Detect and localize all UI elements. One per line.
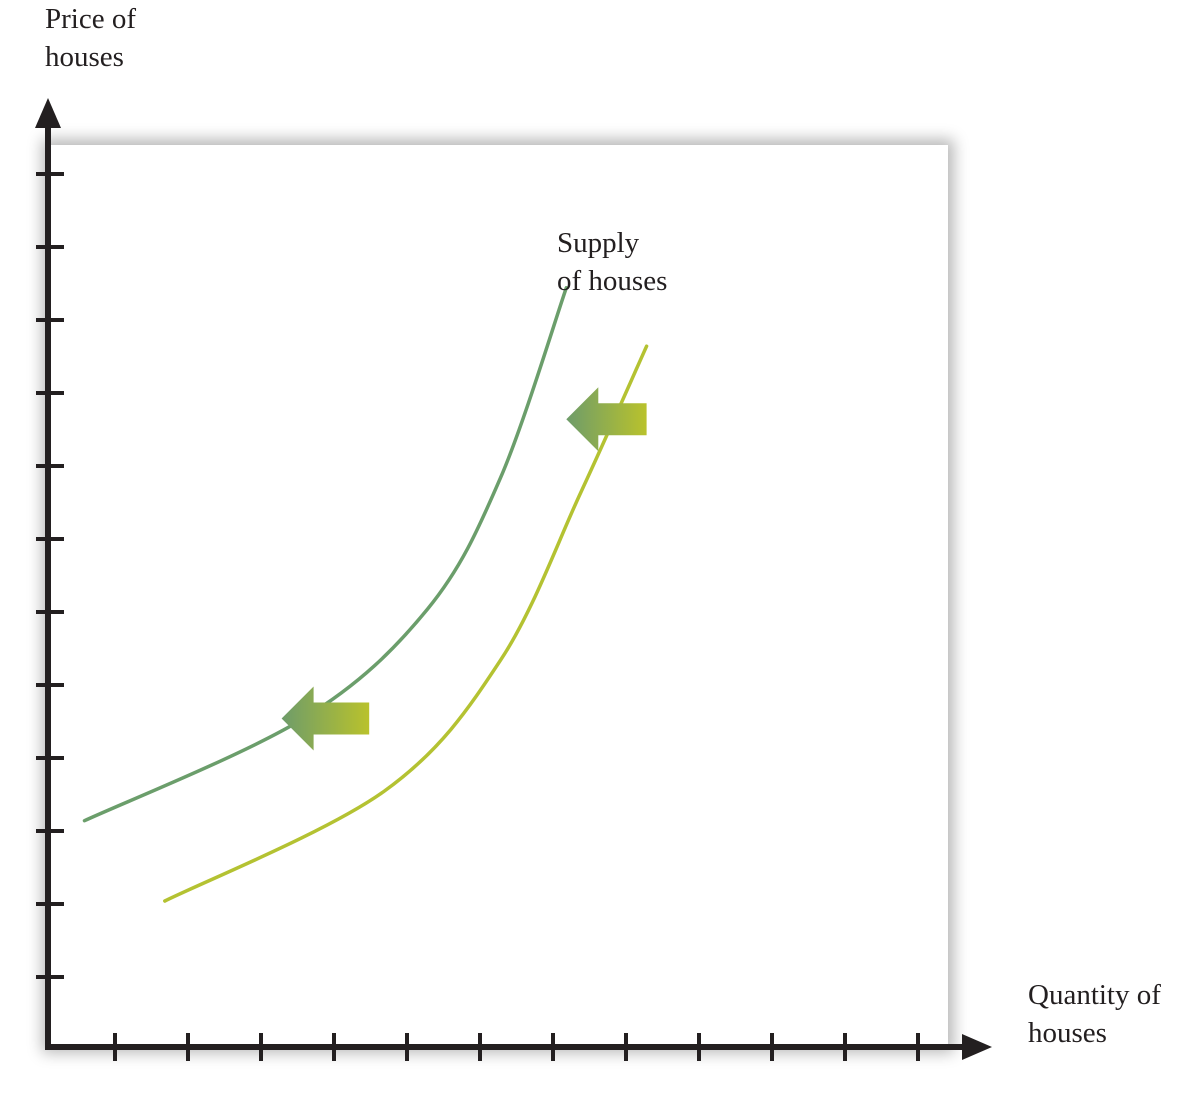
shift-arrow-2 [281,686,370,751]
axes [35,98,992,1061]
x-axis-title-line-1: Quantity of [1028,979,1161,1011]
y-axis-title: Price of houses [45,0,136,76]
supply-curve-shifted [82,286,569,823]
shift-arrow-1 [566,387,647,452]
supply-label-line-1: Supply [557,227,640,259]
shift-arrows [281,387,647,751]
y-axis-title-line-1: Price of [45,3,136,35]
plot-area [48,145,948,1047]
x-axis-arrowhead [962,1034,992,1060]
x-axis-title: Quantity of houses [1028,976,1161,1052]
supply-label-line-2: of houses [557,265,668,297]
series-group [82,286,649,903]
x-axis-title-line-2: houses [1028,1017,1107,1049]
y-axis-title-line-2: houses [45,41,124,73]
supply-curve-label: Supply of houses [557,224,667,300]
supply-curve-original [163,344,649,903]
y-axis-arrowhead [35,98,61,128]
